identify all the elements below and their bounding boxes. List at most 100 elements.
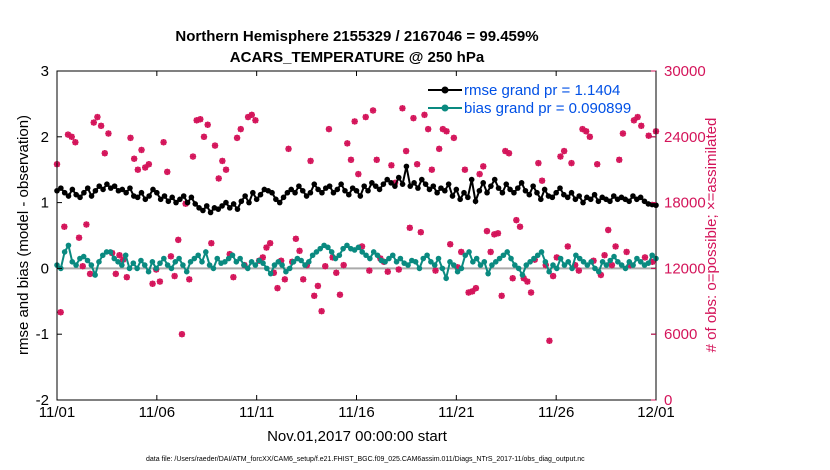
obs-count-point: [435, 145, 443, 153]
obs-count-point: [75, 234, 83, 241]
obs-count-point: [340, 261, 347, 269]
obs-count-point: [399, 105, 406, 112]
rmse-series-point: [526, 191, 533, 198]
rmse-series-point: [280, 194, 287, 201]
bias-series-point: [317, 245, 324, 252]
rmse-series-point: [119, 186, 126, 193]
rmse-series-point: [488, 183, 494, 189]
bias-series-point: [466, 249, 472, 255]
obs-count-point: [410, 114, 417, 122]
rmse-series-point: [626, 198, 632, 205]
obs-count-point: [509, 275, 516, 282]
obs-count-point: [130, 155, 138, 162]
bias-series-point: [172, 259, 179, 265]
bias-series-point: [595, 268, 602, 275]
rmse-series-point: [426, 186, 433, 193]
obs-count-point: [594, 161, 601, 168]
obs-count-point: [266, 239, 274, 247]
rmse-series-point: [177, 196, 183, 203]
rmse-series-point: [250, 189, 256, 196]
rmse-series-point: [392, 183, 398, 189]
rmse-series-point: [630, 193, 636, 199]
bias-series-point: [241, 262, 247, 268]
rmse-series-point: [69, 186, 76, 193]
obs-count-point: [138, 146, 145, 154]
obs-count-point: [634, 113, 641, 121]
bias-series-point: [634, 255, 640, 262]
y-left-tick-label: -2: [36, 392, 49, 409]
obs-count-point: [421, 111, 428, 119]
rmse-series-point: [442, 187, 448, 194]
rmse-series-point: [146, 193, 152, 199]
obs-count-point: [535, 159, 542, 167]
bias-series-point: [431, 262, 438, 268]
obs-count-point: [259, 254, 266, 261]
bias-series-point: [122, 252, 129, 259]
rmse-series-point: [276, 199, 283, 206]
bias-series-point: [492, 259, 499, 265]
rmse-series-point: [514, 185, 521, 191]
rmse-series-point: [223, 199, 229, 206]
bias-series-point: [275, 259, 282, 265]
rmse-series-point: [288, 186, 295, 193]
bias-series-point: [393, 259, 400, 265]
bias-series-point: [309, 252, 316, 259]
obs-count-point: [164, 168, 171, 176]
obs-count-point: [601, 252, 608, 259]
bias-series-point: [424, 252, 430, 259]
rmse-series-point: [453, 186, 460, 193]
bias-series-point: [374, 252, 381, 259]
obs-count-point: [215, 175, 222, 182]
rmse-series-point: [380, 181, 387, 187]
bias-series-point: [496, 255, 503, 262]
rmse-series-point: [307, 189, 314, 196]
x-tick-label: 11/21: [438, 404, 474, 421]
rmse-series-point: [169, 194, 175, 201]
obs-count-point: [458, 248, 465, 256]
obs-count-point: [230, 273, 237, 281]
bias-series-point: [164, 262, 171, 268]
obs-count-point: [314, 282, 322, 290]
obs-count-point: [186, 276, 193, 283]
obs-count-point: [366, 267, 373, 274]
bias-series-point: [554, 265, 560, 272]
bias-series-point: [344, 242, 350, 249]
bias-series-point: [542, 259, 549, 265]
obs-count-point: [413, 161, 421, 168]
bias-series-point: [340, 245, 346, 252]
bias-series-point: [69, 259, 76, 265]
y-left-tick-label: -1: [36, 326, 49, 343]
obs-count-point: [355, 170, 362, 178]
y-left-tick-label: 2: [41, 129, 49, 146]
bias-series-point: [622, 265, 629, 272]
rmse-series-point: [403, 163, 410, 170]
rmse-series-point: [100, 186, 106, 193]
rmse-series-point: [476, 187, 483, 194]
bias-series-point: [576, 255, 583, 262]
rmse-series-point: [541, 186, 548, 193]
obs-count-point: [568, 159, 575, 167]
rmse-series-point: [142, 196, 149, 203]
rmse-series-point: [395, 174, 402, 181]
obs-count-point: [123, 273, 131, 281]
obs-count-point: [333, 269, 340, 276]
obs-count-point: [605, 226, 612, 234]
rmse-series-point: [334, 186, 341, 193]
obs-count-point: [208, 239, 215, 247]
bias-series-point: [65, 242, 72, 249]
rmse-series-point: [353, 187, 360, 194]
bias-series-point: [225, 255, 232, 262]
bias-series-point: [134, 265, 140, 272]
obs-count-point: [619, 130, 627, 137]
bias-series-point: [325, 244, 331, 251]
x-axis-label: Nov.01,2017 00:00:00 start: [267, 428, 448, 445]
obs-count-point: [145, 161, 153, 168]
rmse-series-point: [637, 194, 644, 201]
bias-series-point: [412, 259, 419, 265]
bias-series-point: [99, 252, 106, 259]
obs-count-point: [219, 157, 226, 165]
bias-series-point: [210, 265, 217, 272]
rmse-series-point: [607, 198, 613, 205]
rmse-series-point: [549, 194, 556, 201]
